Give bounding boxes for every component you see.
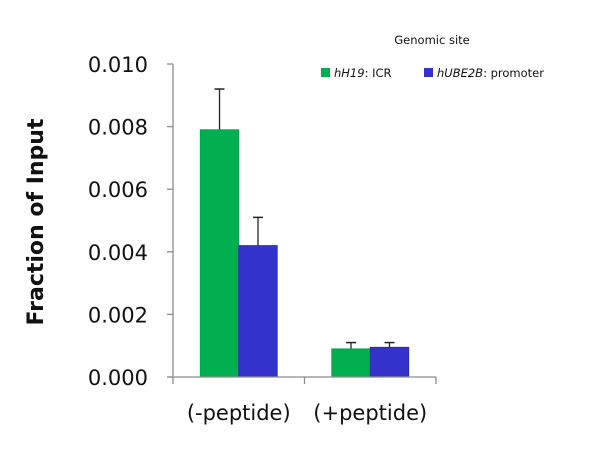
bars bbox=[199, 88, 410, 378]
y-tick-label: 0.004 bbox=[88, 241, 148, 265]
legend-title: Genomic site bbox=[394, 33, 469, 47]
legend-swatch bbox=[424, 68, 433, 77]
x-axis: (-peptide) (+peptide) bbox=[167, 376, 437, 425]
y-tick-label: 0.010 bbox=[88, 53, 148, 77]
x-tick-label: (-peptide) bbox=[187, 401, 291, 425]
y-tick-label: 0.008 bbox=[88, 116, 148, 140]
bar-hh19-plus-peptide bbox=[331, 348, 371, 378]
x-tick-label: (+peptide) bbox=[313, 401, 427, 425]
y-tick-label: 0.006 bbox=[88, 178, 148, 202]
legend: Genomic site hH19: ICR hUBE2B: promoter bbox=[321, 33, 544, 80]
bar-hube2b-minus-peptide bbox=[238, 245, 278, 378]
bar-hube2b-plus-peptide bbox=[369, 346, 410, 378]
legend-item-label: hH19: ICR bbox=[334, 66, 392, 80]
y-tick-label: 0.000 bbox=[88, 366, 148, 390]
legend-swatch bbox=[321, 68, 330, 77]
legend-item-label: hUBE2B: promoter bbox=[437, 66, 544, 80]
y-axis: 0.000 0.002 0.004 0.006 0.008 0.010 bbox=[88, 53, 174, 390]
y-axis-label: Fraction of Input bbox=[24, 118, 49, 325]
bar-hh19-minus-peptide bbox=[199, 129, 240, 378]
y-tick-label: 0.002 bbox=[88, 303, 148, 327]
